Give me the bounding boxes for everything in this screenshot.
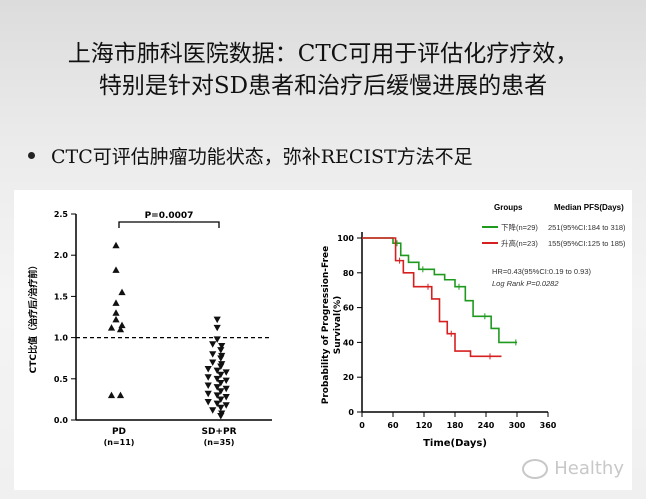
data-point — [209, 351, 217, 358]
data-point — [217, 371, 225, 379]
legend-header-pfs: Median PFS(Days) — [554, 203, 624, 212]
y-tick-label: 80 — [343, 269, 355, 278]
data-point — [112, 309, 120, 316]
data-point — [218, 342, 226, 350]
data-point — [204, 398, 212, 406]
bullet-item: CTC可评估肿瘤功能状态，弥补RECIST方法不足 — [28, 142, 473, 169]
p-value-annotation: P=0.0007 — [145, 211, 194, 221]
x-category-label: SD+PR(n=35) — [201, 427, 236, 447]
y-tick-label: 100 — [337, 234, 354, 243]
data-point — [213, 324, 221, 332]
data-point — [213, 316, 221, 324]
y-tick-label: 60 — [343, 304, 355, 313]
data-point — [112, 299, 120, 306]
x-tick-label: 240 — [478, 421, 495, 430]
watermark-text: Healthy — [554, 458, 624, 479]
data-point — [213, 392, 221, 399]
data-point — [107, 391, 116, 399]
data-point — [204, 374, 212, 381]
x-category-name: PD — [112, 427, 126, 437]
data-point — [204, 382, 212, 389]
km-series-line — [362, 237, 502, 358]
x-category-n: (n=35) — [204, 438, 235, 447]
slide-title: 上海市肺科医院数据：CTC可用于评估化疗疗效， 特别是针对SD患者和治疗后缓慢进… — [0, 38, 646, 102]
y-axis-label-line-2: Survival(%) — [333, 296, 343, 355]
title-line-2: 特别是针对SD患者和治疗后缓慢进展的患者 — [98, 73, 548, 99]
x-tick-label: 0 — [359, 421, 365, 430]
bullet-text: CTC可评估肿瘤功能状态，弥补RECIST方法不足 — [51, 146, 473, 168]
x-category-label: PD(n=11) — [104, 427, 135, 447]
y-tick-label: 1.5 — [54, 292, 69, 301]
log-rank-text: Log Rank P=0.0282 — [492, 279, 559, 288]
pfs-km-chart: 0 20 40 60 80 100 0 60 120 180 240 300 360 Time(Days)… — [321, 203, 626, 449]
data-point — [222, 402, 230, 409]
y-tick-label: 0.0 — [54, 416, 69, 425]
y-tick-label: 0.5 — [54, 375, 69, 384]
y-tick-label: 1.0 — [54, 334, 69, 343]
y-axis-label: CTC比值（治疗后/治疗前） — [27, 261, 39, 374]
x-tick-label: 180 — [447, 421, 464, 430]
ctc-ratio-scatter-chart: 0.0 0.5 1.0 1.5 2.0 2.5 CTC比值（治疗后/治疗前） PD(n=11)… — [27, 210, 272, 447]
data-point — [112, 266, 120, 273]
data-point — [204, 390, 212, 398]
watermark: Healthy — [522, 458, 624, 479]
data-point — [222, 394, 230, 401]
data-point — [116, 391, 125, 399]
y-axis-label-line-1: Probability of Progression-Free — [321, 246, 331, 405]
data-point — [209, 407, 217, 414]
data-point — [112, 315, 120, 323]
data-point — [118, 321, 126, 329]
y-axis-label: Probability of Progression-Free Survival(… — [321, 246, 343, 405]
data-point — [116, 325, 125, 333]
data-point — [204, 366, 212, 373]
x-tick-label: 300 — [509, 421, 526, 430]
data-point — [222, 385, 230, 393]
data-point — [213, 367, 221, 375]
legend-group-name: 升高(n=23) — [501, 238, 538, 248]
y-tick-label: 2.0 — [54, 251, 69, 260]
data-point — [213, 384, 221, 391]
km-series-line — [362, 237, 517, 344]
x-tick-label: 120 — [416, 421, 433, 430]
x-axis-label: Time(Days) — [423, 438, 487, 449]
x-category-n: (n=11) — [104, 438, 135, 447]
legend-item: 升高(n=23) 155(95%CI:125 to 185) — [482, 238, 626, 248]
data-point — [209, 359, 217, 366]
data-point — [209, 341, 217, 348]
x-tick-label: 60 — [387, 421, 399, 430]
data-point — [217, 363, 225, 371]
data-point — [222, 369, 230, 376]
data-point — [213, 336, 221, 343]
x-tick-label: 360 — [540, 421, 557, 430]
x-category-name: SD+PR — [201, 427, 236, 437]
legend-group-name: 下降(n=29) — [501, 222, 538, 232]
y-tick-label: 0 — [348, 408, 354, 417]
data-point — [217, 413, 225, 420]
data-point — [217, 388, 225, 395]
data-point — [217, 380, 225, 387]
data-point — [217, 404, 225, 412]
legend-pfs-value: 155(95%CI:125 to 185) — [548, 239, 626, 248]
title-line-1: 上海市肺科医院数据：CTC可用于评估化疗疗效， — [67, 41, 579, 67]
data-point — [217, 396, 225, 403]
y-tick-label: 40 — [343, 338, 355, 347]
data-point — [222, 377, 230, 385]
legend-header-groups: Groups — [494, 203, 523, 212]
data-point — [217, 355, 225, 362]
y-tick-label: 20 — [343, 373, 355, 382]
bullet-dot-icon — [28, 152, 35, 159]
significance-bracket — [118, 221, 220, 228]
data-point — [112, 241, 120, 249]
data-point — [213, 400, 221, 408]
data-point — [213, 375, 221, 383]
hazard-ratio-text: HR=0.43(95%CI:0.19 to 0.93) — [492, 267, 592, 276]
y-tick-label: 2.5 — [54, 210, 69, 219]
legend-item: 下降(n=29) 251(95%CI:184 to 318) — [482, 222, 626, 232]
data-point — [107, 324, 116, 331]
figure-panel: 0.0 0.5 1.0 1.5 2.0 2.5 CTC比值（治疗后/治疗前） PD (n=11)… — [14, 190, 632, 490]
data-point — [217, 347, 225, 354]
wechat-icon — [522, 458, 549, 479]
data-point — [118, 288, 126, 296]
legend-pfs-value: 251(95%CI:184 to 318) — [548, 223, 626, 232]
